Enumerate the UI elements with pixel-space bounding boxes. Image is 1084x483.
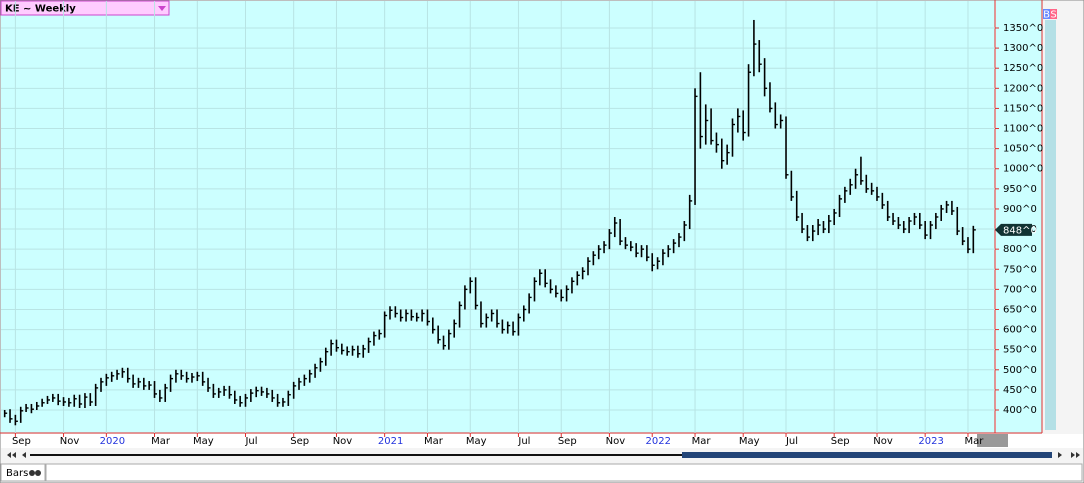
y-tick-label: 950^0	[1003, 184, 1037, 195]
vertical-scrollbar[interactable]	[1045, 20, 1056, 430]
plot: 400^0 450^0 500^0 550^0 600^0 650^0 700^0 750^0…	[1, 1, 1043, 447]
y-tick-label: 400^0	[1003, 405, 1037, 416]
style-icon	[29, 470, 35, 476]
x-tick-label: May	[739, 436, 760, 447]
x-tick-label: May	[466, 436, 487, 447]
x-tick-label: May	[193, 436, 214, 447]
plot-area	[1, 1, 995, 433]
x-tick-label: Mar	[692, 436, 712, 447]
x-tick-label: 2022	[645, 436, 670, 447]
x-tick-label: 2021	[378, 436, 403, 447]
last-price-label: 848^0	[1003, 225, 1037, 236]
symbol-dropdown[interactable]	[0, 0, 170, 16]
price-axis-area	[996, 1, 1042, 433]
style-tab[interactable]	[0, 463, 46, 482]
y-tick-label: 1050^0	[1003, 144, 1043, 155]
y-tick-label: 1100^0	[1003, 124, 1043, 135]
y-tick-label: 600^0	[1003, 325, 1037, 336]
buy-label: B	[1043, 10, 1050, 21]
y-tick-label: 1150^0	[1003, 103, 1043, 114]
y-tick-label: 550^0	[1003, 345, 1037, 356]
last-price-marker	[995, 223, 1032, 236]
x-tick-label: 2023	[918, 436, 943, 447]
x-tick-label: Sep	[831, 436, 850, 447]
x-tick-label: Mar	[965, 436, 985, 447]
style-label: Bars	[6, 468, 28, 479]
x-tick-label: Jul	[785, 436, 798, 447]
y-tick-label: 500^0	[1003, 365, 1037, 376]
x-tick-label: Nov	[606, 436, 626, 447]
y-tick-label: 1300^0	[1003, 43, 1043, 54]
y-tick-label: 1000^0	[1003, 164, 1043, 175]
x-tick-label: Mar	[424, 436, 444, 447]
scroll-left[interactable]	[7, 452, 26, 458]
x-tick-label: 2020	[100, 436, 125, 447]
y-tick-label: 700^0	[1003, 284, 1037, 295]
sell-button[interactable]	[1050, 9, 1057, 19]
x-tick-label: Nov	[333, 436, 353, 447]
x-axis-area	[1, 434, 1083, 448]
y-tick-label: 750^0	[1003, 264, 1037, 275]
x-tick-label: Nov	[60, 436, 80, 447]
y-tick-label: 650^0	[1003, 304, 1037, 315]
symbol-label: KE ~ Weekly	[5, 4, 76, 15]
x-tick-label: Mar	[151, 436, 171, 447]
y-tick-label: 800^0	[1003, 244, 1037, 255]
y-tick-label: 1350^0	[1003, 23, 1043, 34]
x-tick-label: Jul	[244, 436, 257, 447]
buy-button[interactable]	[1043, 9, 1050, 19]
x-tick-label: Sep	[558, 436, 577, 447]
x-tick-label: Sep	[290, 436, 309, 447]
style-icon	[35, 470, 41, 476]
y-tick-label: 900^0	[1003, 204, 1037, 215]
y-tick-label: 450^0	[1003, 385, 1037, 396]
scroll-thumb[interactable]	[682, 452, 1052, 458]
x-tick-label: Jul	[517, 436, 530, 447]
x-tick-label: Sep	[12, 436, 31, 447]
y-tick-label: 1200^0	[1003, 83, 1043, 94]
y-tick-label: 1250^0	[1003, 63, 1043, 74]
x-tick-label: Nov	[873, 436, 893, 447]
status-bar	[45, 463, 1083, 482]
axis-button[interactable]	[977, 434, 1008, 447]
dropdown-arrow	[158, 6, 166, 11]
sell-label: S	[1050, 10, 1056, 21]
